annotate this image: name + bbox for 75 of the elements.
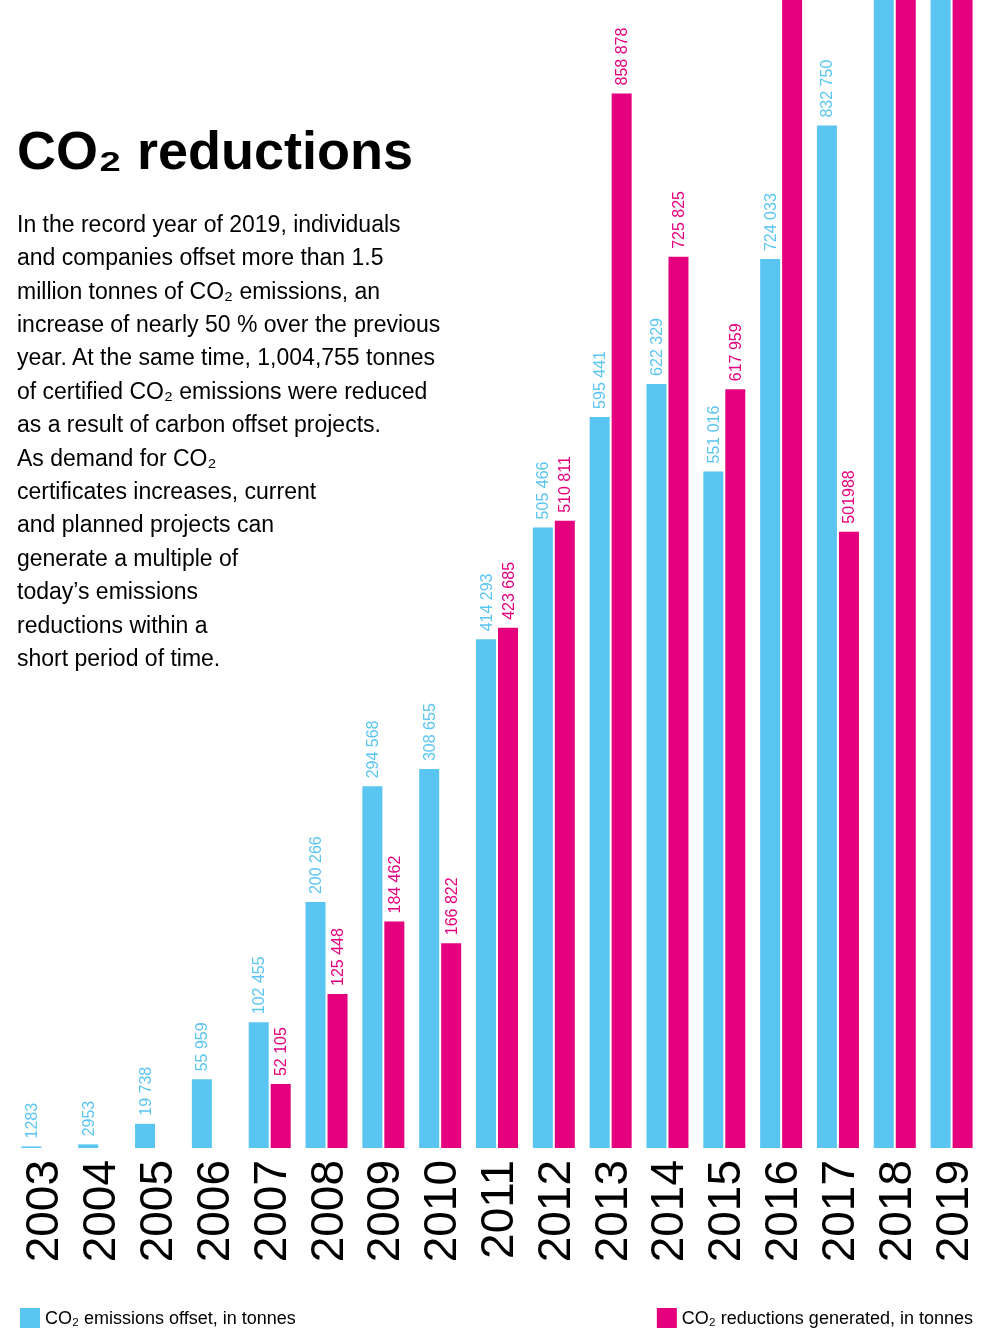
bar xyxy=(838,531,859,1148)
bar xyxy=(782,0,803,1148)
data-label: 551 016 xyxy=(704,405,722,464)
data-label: 724 033 xyxy=(761,193,779,252)
bar xyxy=(270,1084,291,1148)
data-label: 125 448 xyxy=(329,928,347,986)
x-tick-label: 2010 xyxy=(414,1160,467,1263)
data-label: 423 685 xyxy=(499,561,517,620)
data-label: 294 568 xyxy=(363,720,381,779)
data-label: 505 466 xyxy=(534,461,552,520)
bar xyxy=(611,93,632,1148)
x-tick-label: 2008 xyxy=(300,1160,353,1263)
text: CO₂ reductions xyxy=(17,120,414,180)
bar xyxy=(895,0,916,1148)
bar xyxy=(441,943,462,1148)
x-tick-label: 2003 xyxy=(16,1160,69,1263)
data-label: 595 441 xyxy=(591,350,609,409)
bar xyxy=(419,769,440,1148)
x-tick-label: 2011 xyxy=(471,1160,523,1259)
bar xyxy=(498,627,518,1148)
bar xyxy=(327,993,348,1148)
bar xyxy=(952,0,973,1148)
x-tick-label: 2005 xyxy=(130,1160,183,1263)
data-label: 622 329 xyxy=(647,317,665,376)
bar xyxy=(816,125,837,1148)
legend-label: CO₂ reductions generated, in tonnes xyxy=(681,1308,974,1328)
data-label: 19 738 xyxy=(136,1066,154,1116)
data-label: 501988 xyxy=(840,470,858,524)
bar xyxy=(191,1079,212,1148)
bar xyxy=(248,1022,269,1148)
x-tick-label: 2007 xyxy=(243,1160,296,1263)
bar xyxy=(362,786,383,1148)
x-tick-label: 2004 xyxy=(73,1160,126,1263)
bar xyxy=(532,527,553,1148)
data-label: 184 462 xyxy=(385,855,403,914)
data-label: 52 105 xyxy=(272,1026,290,1077)
data-label: 166 822 xyxy=(442,877,460,936)
bar xyxy=(703,471,724,1148)
x-tick-label: 2018 xyxy=(868,1160,921,1263)
bar xyxy=(589,416,610,1148)
x-tick-label: 2006 xyxy=(186,1160,239,1263)
data-label: 414 293 xyxy=(477,573,495,632)
data-label: 858 878 xyxy=(613,27,631,86)
x-tick-label: 2012 xyxy=(527,1160,580,1263)
bar xyxy=(135,1123,156,1148)
x-tick-label: 2013 xyxy=(584,1160,637,1263)
bar xyxy=(930,0,951,1148)
bar xyxy=(873,0,894,1148)
data-label: 55 959 xyxy=(193,1022,211,1072)
bar xyxy=(305,902,326,1148)
data-label: 102 455 xyxy=(250,956,268,1015)
bar xyxy=(760,259,781,1148)
bar xyxy=(78,1144,99,1148)
x-tick-label: 2009 xyxy=(357,1160,410,1263)
bar xyxy=(646,383,667,1148)
text: In the record year of 2019, individuals and companies offset more than 1.5 million tonnes of CO₂ emissions, an increase of nearly 50 % over the previous year. At the same time, 1,004,755 tonnes of certified CO₂ emissions were reduced as a result of carbon offset projects. As demand for CO₂ certificates increases, current and planned projects can generate a multiple of today’s emissions reductions within a short period of time. xyxy=(17,210,441,671)
bar xyxy=(554,520,575,1148)
bar xyxy=(668,256,689,1148)
data-label: 832 750 xyxy=(818,59,836,118)
data-label: 308 655 xyxy=(420,703,438,762)
legend-label: CO₂ emissions offset, in tonnes xyxy=(45,1308,296,1328)
data-label: 510 811 xyxy=(556,456,574,513)
data-label: 725 825 xyxy=(669,190,687,249)
bar xyxy=(725,389,746,1148)
data-label: 200 266 xyxy=(307,836,325,895)
bar xyxy=(384,921,405,1148)
bar xyxy=(476,639,496,1148)
data-label: 1283 xyxy=(22,1102,40,1139)
data-label: 2953 xyxy=(79,1100,97,1137)
x-tick-label: 2015 xyxy=(698,1160,751,1263)
x-tick-label: 2019 xyxy=(925,1160,978,1263)
x-tick-label: 2017 xyxy=(811,1160,864,1263)
x-tick-label: 2014 xyxy=(641,1160,694,1263)
x-tick-label: 2016 xyxy=(755,1160,808,1263)
data-label: 617 959 xyxy=(726,323,744,382)
